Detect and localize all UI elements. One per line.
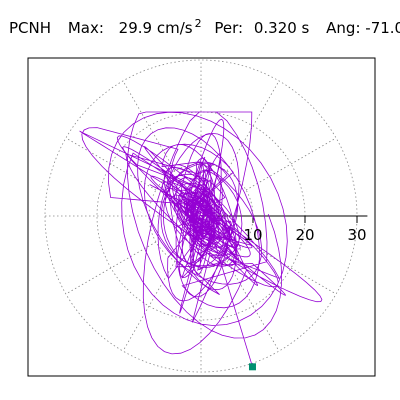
radial-tick-label-10: 10 <box>243 226 262 244</box>
station-code: PCNH <box>9 19 52 37</box>
grid-spoke-330 <box>245 241 337 295</box>
orbit-trace <box>79 111 323 367</box>
grid-spoke-150 <box>65 137 157 191</box>
period-value: 0.320 s <box>253 19 310 37</box>
grid-spoke-240 <box>122 260 176 352</box>
angle-label: Ang: <box>326 19 361 37</box>
grid-spoke-30 <box>245 137 337 191</box>
radial-tick-label-30: 30 <box>347 226 366 244</box>
period-label: Per: <box>214 19 244 37</box>
end-point-marker <box>248 363 256 371</box>
grid-spoke-210 <box>65 241 157 295</box>
chart-header: PCNH Max: 29.9 cm/s 2 Per: 0.320 s Ang: -… <box>9 17 400 39</box>
max-value: 29.9 cm/s <box>118 19 193 37</box>
max-unit-superscript: 2 <box>194 17 202 30</box>
angle-value: -71.0 <box>365 19 400 37</box>
plot-frame <box>27 57 376 377</box>
radial-tick-label-20: 20 <box>295 226 314 244</box>
max-label: Max: <box>67 19 104 37</box>
radial-tick-labels: 10 20 30 <box>243 226 366 244</box>
grid-spoke-120 <box>122 80 176 172</box>
grid-spoke-300 <box>226 260 280 352</box>
